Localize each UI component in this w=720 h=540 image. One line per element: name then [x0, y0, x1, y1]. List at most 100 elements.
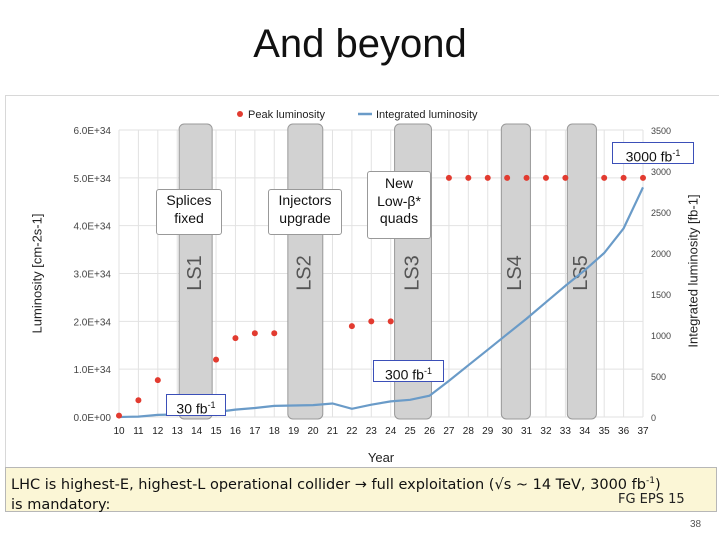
legend-peak-label: Peak luminosity — [248, 109, 326, 121]
shutdown-bar — [500, 123, 531, 420]
x-tick-label: 35 — [599, 426, 611, 437]
x-tick-label: 17 — [249, 426, 261, 437]
peak-luminosity-point — [504, 174, 511, 181]
callout-300-fb: 300 fb-1 — [373, 360, 444, 383]
legend-integrated-label: Integrated luminosity — [376, 109, 478, 121]
y-right-tick-label: 0 — [651, 413, 656, 423]
x-tick-label: 29 — [482, 426, 494, 437]
x-tick-label: 19 — [288, 426, 300, 437]
callout-3000-fb: 3000 fb-1 — [612, 142, 694, 165]
x-tick-label: 28 — [463, 426, 475, 437]
callout-injectors-line2: upgrade — [279, 209, 331, 226]
x-tick-label: 31 — [521, 426, 533, 437]
peak-luminosity-point — [484, 174, 491, 181]
callout-300-text: 300 fb — [385, 366, 424, 383]
luminosity-chart: LS1 LS2 LS3 LS4 LS5 0.0E+00 1.0E+34 2.0E+34 3.0E… — [5, 95, 719, 468]
peak-luminosity-point — [601, 174, 608, 181]
peak-luminosity-point — [640, 174, 646, 181]
callout-3000-text: 3000 fb — [625, 148, 673, 165]
x-tick-label: 21 — [327, 426, 339, 437]
y-right-axis-title: Integrated luminosity [fb-1] — [685, 194, 700, 347]
peak-luminosity-point — [387, 318, 394, 325]
y-left-tick-label: 4.0E+34 — [73, 222, 111, 233]
y-right-tick-label: 2500 — [651, 208, 671, 218]
x-tick-label: 24 — [385, 426, 397, 437]
peak-luminosity-point — [232, 335, 239, 342]
x-tick-label: 23 — [366, 426, 378, 437]
callout-30-fb: 30 fb-1 — [166, 394, 226, 417]
x-tick-label: 36 — [618, 426, 630, 437]
y-left-tick-label: 0.0E+00 — [73, 413, 111, 424]
x-tick-label: 25 — [405, 426, 417, 437]
summary-line2: is mandatory: — [11, 496, 111, 513]
peak-luminosity-point — [135, 397, 142, 404]
x-tick-label: 32 — [540, 426, 552, 437]
callout-30-text: 30 fb — [176, 400, 208, 417]
callout-splices-fixed: Splices fixed — [156, 189, 222, 235]
x-tick-label: 22 — [346, 426, 358, 437]
x-tick-label: 13 — [172, 426, 184, 437]
y-right-tick-label: 3000 — [651, 167, 671, 177]
peak-luminosity-point — [348, 323, 355, 330]
peak-luminosity-point — [368, 318, 375, 325]
peak-luminosity-point — [523, 174, 530, 181]
summary-line1: LHC is highest-E, highest-L operational … — [11, 476, 646, 493]
y-left-tick-label: 2.0E+34 — [73, 317, 111, 328]
x-tick-label: 15 — [210, 426, 222, 437]
peak-luminosity-point — [465, 174, 472, 181]
summary-box: LHC is highest-E, highest-L operational … — [5, 467, 717, 515]
x-tick-label: 37 — [637, 426, 649, 437]
y-left-axis-title: Luminosity [cm-2s-1] — [29, 214, 44, 334]
x-tick-label: 18 — [269, 426, 281, 437]
peak-luminosity-point — [620, 174, 627, 181]
callout-newlow-line1: New — [384, 175, 413, 191]
callout-newlow-line2: Low-β* — [377, 192, 421, 209]
x-tick-label: 20 — [308, 426, 320, 437]
x-tick-label: 11 — [133, 426, 144, 437]
x-axis-title: Year — [368, 450, 395, 465]
x-tick-label: 30 — [502, 426, 514, 437]
signature: FG EPS 15 — [618, 492, 685, 507]
peak-luminosity-point — [542, 174, 549, 181]
shutdown-label: LS1 — [184, 255, 206, 291]
callout-splices-line2: fixed — [174, 209, 204, 226]
slide-title: And beyond — [253, 22, 467, 66]
legend-peak-marker — [237, 111, 243, 117]
callout-newlow-line3: quads — [379, 210, 419, 226]
peak-luminosity-point — [562, 174, 569, 181]
page-number: 38 — [690, 519, 702, 530]
y-right-tick-label: 3500 — [651, 126, 671, 136]
callout-new-low-beta-quads: New Low-β* quads — [367, 171, 431, 239]
y-right-tick-label: 2000 — [651, 249, 671, 259]
x-tick-label: 26 — [424, 426, 436, 437]
shutdown-label: LS2 — [294, 255, 316, 291]
x-tick-label: 12 — [152, 426, 164, 437]
callout-injectors-upgrade: Injectors upgrade — [268, 189, 342, 235]
y-left-tick-label: 6.0E+34 — [73, 126, 111, 137]
x-tick-label: 34 — [579, 426, 591, 437]
y-right-tick-label: 500 — [651, 372, 666, 382]
callout-3000-sup: -1 — [672, 148, 681, 158]
shutdown-label: LS3 — [401, 255, 423, 291]
peak-luminosity-point — [116, 412, 122, 419]
shutdown-label: LS4 — [504, 255, 526, 291]
x-tick-label: 14 — [191, 426, 203, 437]
y-left-tick-label: 5.0E+34 — [73, 174, 111, 185]
callout-injectors-line1: Injectors — [278, 192, 332, 208]
x-tick-label: 16 — [230, 426, 242, 437]
summary-line1-sup: -1 — [645, 476, 655, 486]
peak-luminosity-point — [154, 377, 161, 384]
x-tick-label: 33 — [560, 426, 572, 437]
peak-luminosity-point — [445, 174, 452, 181]
y-left-tick-label: 3.0E+34 — [73, 270, 111, 281]
x-tick-label: 10 — [113, 426, 125, 437]
summary-line1-end: ) — [654, 476, 661, 493]
peak-luminosity-point — [251, 330, 258, 337]
summary-text: LHC is highest-E, highest-L operational … — [11, 471, 711, 515]
x-tick-label: 27 — [443, 426, 455, 437]
peak-luminosity-point — [271, 330, 278, 337]
y-right-tick-label: 1000 — [651, 331, 671, 341]
callout-splices-line1: Splices — [166, 192, 212, 208]
y-left-tick-label: 1.0E+34 — [73, 365, 111, 376]
callout-300-sup: -1 — [423, 366, 432, 376]
